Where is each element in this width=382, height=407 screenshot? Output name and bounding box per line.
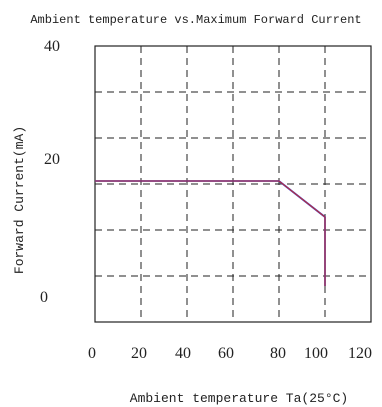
x-tick-label-100: 100 (304, 345, 328, 362)
x-tick-label-20: 20 (131, 345, 147, 362)
series-lines (95, 180, 326, 286)
y-axis-label: Forward Current(mA) (12, 126, 27, 274)
x-tick-labels: 0 20 40 60 80 100 120 (88, 345, 372, 362)
y-tick-labels: 40 20 0 (40, 38, 60, 306)
x-tick-label-80: 80 (270, 345, 286, 362)
forward-current-curve-red (95, 180, 326, 286)
x-tick-label-40: 40 (175, 345, 191, 362)
chart-title: Ambient temperature vs.Maximum Forward C… (30, 13, 361, 27)
plot-frame (94, 45, 372, 323)
x-tick-label-0: 0 (88, 345, 96, 362)
y-tick-label-0: 0 (40, 289, 48, 306)
x-tick-label-60: 60 (218, 345, 234, 362)
x-axis-label: Ambient temperature Ta(25°C) (130, 391, 348, 406)
forward-current-curve-blue (95, 180, 326, 286)
y-tick-label-20: 20 (44, 151, 60, 168)
x-tick-label-120: 120 (348, 345, 372, 362)
y-tick-label-40: 40 (44, 38, 60, 55)
grid-lines (95, 46, 371, 322)
plot-area (94, 45, 372, 323)
